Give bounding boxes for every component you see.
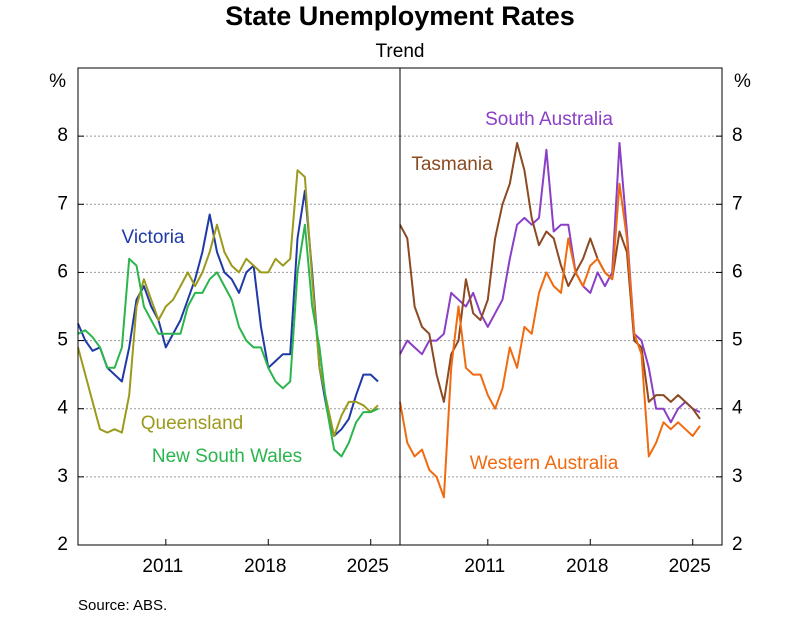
series-line xyxy=(399,182,701,499)
chart-subtitle: Trend xyxy=(376,41,425,62)
y-tick-label: 6 xyxy=(57,261,68,282)
y-tick-label: 2 xyxy=(732,534,743,555)
y-tick-label: 6 xyxy=(732,261,743,282)
y-axis-unit: % xyxy=(49,71,66,92)
y-tick-label: 2 xyxy=(57,534,68,555)
chart-title: State Unemployment Rates xyxy=(225,1,575,31)
y-tick-label: 5 xyxy=(732,330,743,351)
series-label: South Australia xyxy=(485,109,613,130)
series-label: Queensland xyxy=(141,413,243,434)
series-label: Victoria xyxy=(121,227,184,248)
y-tick-label: 4 xyxy=(732,398,743,419)
x-tick-label: 2018 xyxy=(244,556,286,577)
source-note: Source: ABS. xyxy=(78,597,167,614)
y-tick-label: 8 xyxy=(57,125,68,146)
series-line xyxy=(399,142,701,420)
series-label: Western Australia xyxy=(470,453,619,474)
y-tick-label: 3 xyxy=(732,466,743,487)
y-tick-label: 7 xyxy=(57,193,68,214)
x-tick-label: 2025 xyxy=(669,556,711,577)
y-tick-label: 8 xyxy=(732,125,743,146)
x-tick-label: 2011 xyxy=(464,556,505,577)
series-line xyxy=(77,169,379,437)
y-tick-label: 4 xyxy=(57,398,68,419)
x-tick-label: 2011 xyxy=(142,556,183,577)
y-tick-label: 7 xyxy=(732,193,743,214)
series-line xyxy=(399,142,701,424)
series-label: Tasmania xyxy=(411,154,493,175)
series-line xyxy=(77,223,379,458)
y-tick-label: 5 xyxy=(57,330,68,351)
y-axis-unit: % xyxy=(734,71,751,92)
y-tick-label: 3 xyxy=(57,466,68,487)
x-tick-label: 2025 xyxy=(347,556,389,577)
series-label: New South Wales xyxy=(152,446,302,467)
x-tick-label: 2018 xyxy=(566,556,608,577)
